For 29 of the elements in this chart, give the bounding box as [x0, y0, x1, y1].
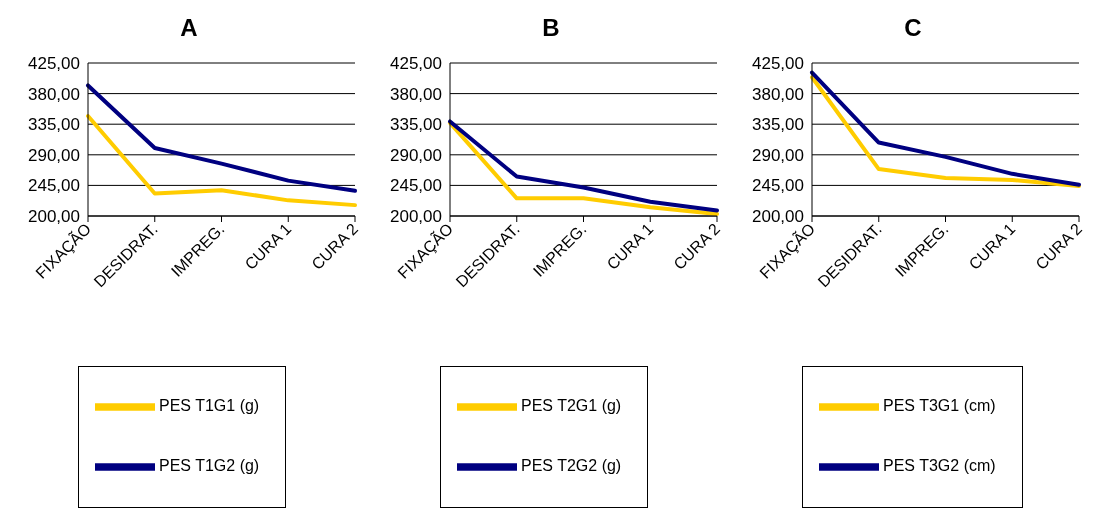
y-tick-label: 380,00: [752, 84, 804, 104]
y-tick-label: 245,00: [28, 176, 80, 196]
y-tick-label: 425,00: [390, 54, 442, 74]
line-series: [86, 83, 357, 193]
y-tick-label: 425,00: [28, 54, 80, 74]
y-tick-label: 335,00: [390, 115, 442, 135]
line-series: [86, 114, 357, 208]
y-tick-label: 200,00: [752, 207, 804, 227]
y-tick-label: 245,00: [752, 176, 804, 196]
legend-label: PES T1G1 (g): [159, 397, 260, 415]
y-tick-label: 290,00: [752, 145, 804, 165]
chart-title: C: [903, 13, 923, 43]
legend-label: PES T3G2 (cm): [883, 457, 996, 475]
y-tick-label: 200,00: [28, 207, 80, 227]
y-tick-label: 245,00: [390, 176, 442, 196]
legend-label: PES T3G1 (cm): [883, 397, 996, 415]
legend-label: PES T1G2 (g): [159, 457, 260, 475]
legend-label: PES T2G1 (g): [521, 397, 622, 415]
y-tick-label: 200,00: [390, 207, 442, 227]
y-tick-label: 335,00: [28, 115, 80, 135]
y-tick-label: 290,00: [28, 145, 80, 165]
y-tick-label: 290,00: [390, 145, 442, 165]
legend-label: PES T2G2 (g): [521, 457, 622, 475]
y-tick-label: 380,00: [28, 84, 80, 104]
y-tick-label: 335,00: [752, 115, 804, 135]
chart-title: A: [179, 13, 199, 43]
y-tick-label: 425,00: [752, 54, 804, 74]
chart-title: B: [541, 13, 561, 43]
y-tick-label: 380,00: [390, 84, 442, 104]
